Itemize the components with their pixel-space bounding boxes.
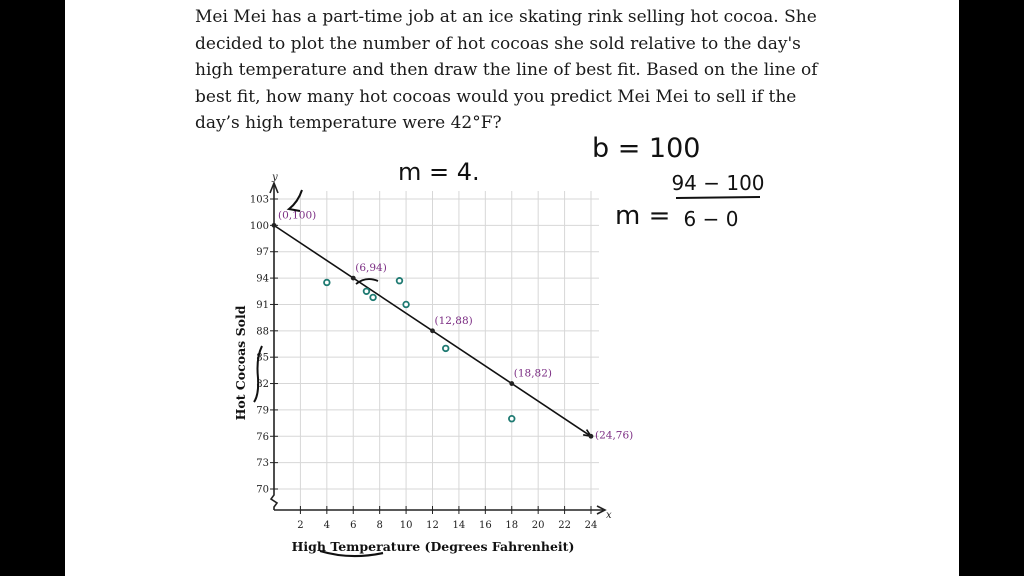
y-tick-label: 73 (256, 458, 269, 469)
x-tick-label: 6 (350, 520, 356, 531)
x-tick-label: 10 (400, 520, 413, 531)
x-axis-title: High Temperature (Degrees Fahrenheit) (292, 539, 575, 554)
handwritten-fraction-bar (675, 196, 761, 199)
labeled-point-marker (588, 433, 594, 439)
y-tick-label: 94 (256, 274, 269, 285)
data-points (323, 277, 516, 423)
y-axis-letter: y (271, 172, 278, 183)
x-tick-label: 24 (585, 520, 598, 531)
y-tick-label: 76 (256, 432, 269, 443)
data-point (369, 293, 377, 302)
y-tick-label: 88 (256, 326, 269, 337)
handwritten-underline (319, 549, 384, 558)
x-axis-letter: x (606, 510, 612, 521)
labeled-point-marker (350, 275, 356, 281)
handwritten-denominator: 6 − 0 (684, 207, 739, 231)
x-tick-label: 12 (426, 520, 439, 531)
labeled-point-marker (430, 328, 435, 334)
data-point (395, 277, 404, 285)
y-axis-arrow (269, 180, 279, 194)
problem-text: Mei Mei has a part-time job at an ice sk… (195, 7, 818, 133)
x-tick-label: 2 (297, 520, 303, 531)
data-point (402, 300, 410, 309)
point-label: (0,100) (278, 209, 316, 221)
y-tick-label: 70 (256, 485, 269, 496)
y-tick-labels: 70 73 76 79 82 85 88 91 94 97 100 103 (250, 195, 278, 496)
handwritten-numerator: 94 − 100 (671, 171, 764, 195)
x-tick-label: 18 (505, 520, 518, 531)
y-axis-title: Hot Cocoas Sold (233, 305, 248, 420)
handwritten-intercept: b = 100 (592, 133, 700, 164)
data-point (362, 287, 371, 295)
point-label: (18,82) (514, 368, 552, 380)
data-point (508, 414, 516, 423)
handwritten-mark (355, 278, 379, 285)
handwritten-slope-guess: m = 4. (398, 158, 480, 186)
handwritten-slope-label: m = (615, 201, 670, 231)
x-tick-label: 16 (479, 520, 492, 531)
y-tick-label: 85 (256, 353, 269, 364)
y-tick-label: 79 (256, 405, 269, 416)
point-label: (6,94) (355, 262, 387, 274)
x-tick-labels: 2 4 6 8 10 12 14 16 18 20 22 24 (297, 506, 597, 531)
y-axis-line (269, 185, 279, 510)
x-axis-arrow (596, 505, 607, 515)
handwritten-bracket (253, 345, 263, 403)
labeled-point-marker (271, 222, 277, 228)
x-tick-label: 22 (558, 520, 571, 531)
point-label: (24,76) (595, 429, 633, 441)
y-tick-label: 103 (250, 195, 269, 206)
chart-axes (269, 180, 607, 515)
labeled-points: (0,100) (6,94) (12,88) (18,82) (24,76) (271, 209, 633, 441)
y-tick-label: 97 (256, 247, 269, 258)
x-tick-label: 14 (453, 520, 466, 531)
y-tick-label: 100 (250, 221, 269, 232)
y-tick-label: 82 (256, 379, 269, 390)
chart-grid (274, 191, 599, 510)
labeled-point-marker (509, 381, 515, 386)
x-tick-label: 8 (376, 520, 382, 531)
data-point (442, 344, 450, 353)
x-tick-label: 20 (532, 520, 545, 531)
y-tick-label: 91 (256, 300, 269, 311)
data-point (323, 278, 331, 287)
x-tick-label: 4 (324, 520, 330, 531)
handwritten-check-mark (286, 189, 303, 212)
point-label: (12,88) (435, 315, 473, 327)
